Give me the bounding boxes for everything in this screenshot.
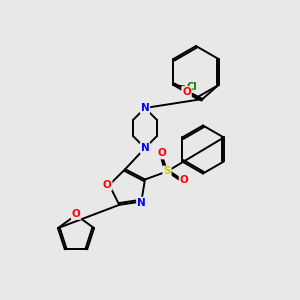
Text: N: N <box>137 197 146 208</box>
Text: O: O <box>103 180 112 190</box>
Text: O: O <box>180 176 188 185</box>
Text: Cl: Cl <box>186 82 197 92</box>
Text: O: O <box>182 87 191 97</box>
Text: O: O <box>158 148 166 158</box>
Text: N: N <box>141 143 149 153</box>
Text: O: O <box>72 209 80 219</box>
Text: N: N <box>141 103 149 113</box>
Text: S: S <box>163 167 171 176</box>
